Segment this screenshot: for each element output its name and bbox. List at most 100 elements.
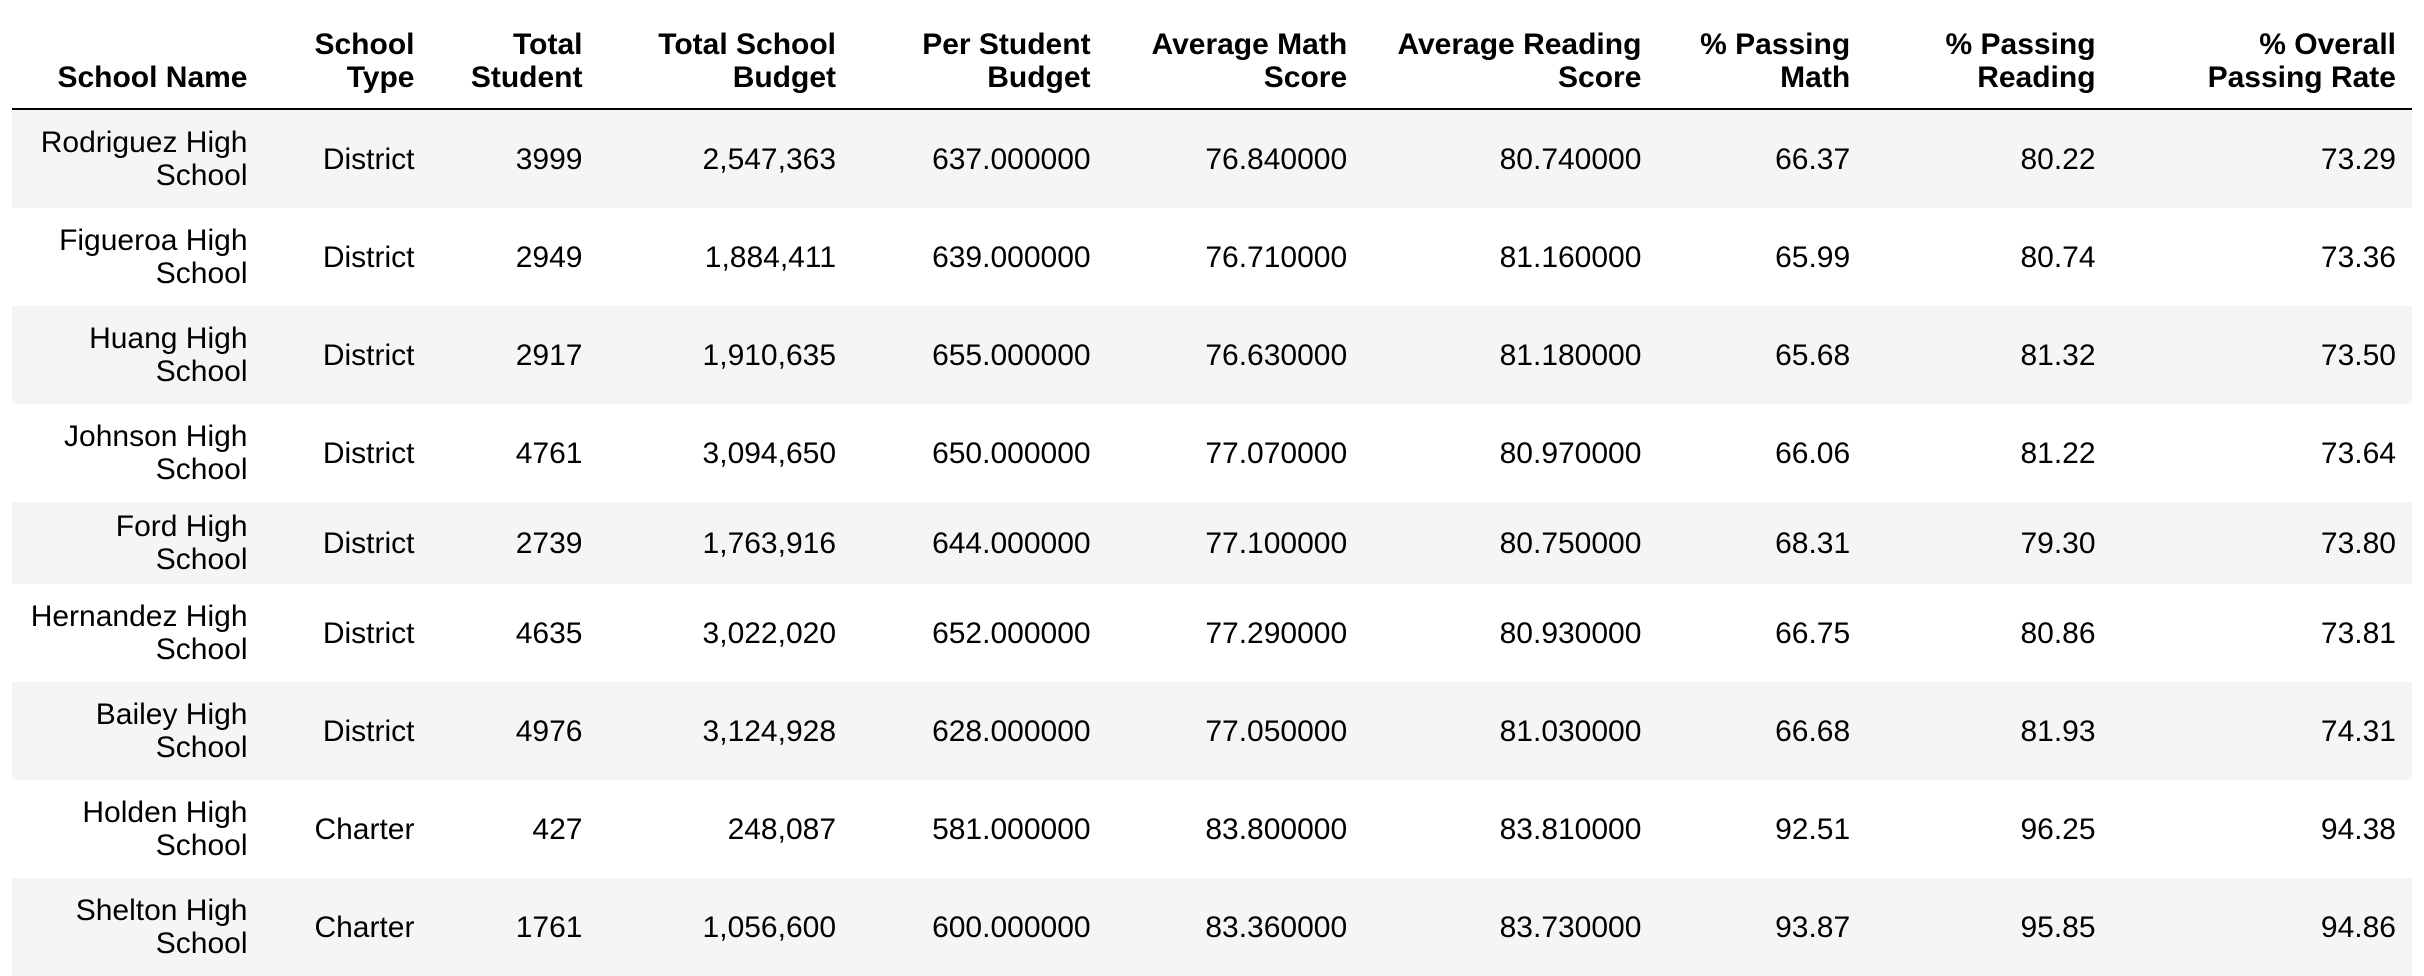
school-type-cell: District <box>263 109 431 208</box>
column-header-text: Budget <box>732 61 837 94</box>
per-student-budget-cell: 628.000000 <box>852 682 1107 780</box>
per-student-budget-cell: 637.000000 <box>852 109 1107 208</box>
avg-reading-cell: 81.030000 <box>1363 682 1658 780</box>
pct-math-cell: 65.68 <box>1657 306 1867 404</box>
avg-math-cell: 77.050000 <box>1106 682 1364 780</box>
column-header-text: Passing Rate <box>2207 61 2396 94</box>
table-row: Figueroa High School District 2949 1,884,411… <box>12 208 2412 306</box>
pct-reading-cell: 80.22 <box>1866 109 2112 208</box>
school-name-text: School <box>155 731 248 764</box>
school-name-text: Hernandez High <box>30 600 248 633</box>
school-name-cell: Johnson High School <box>12 404 264 502</box>
school-name-text: Shelton High <box>75 894 248 927</box>
total-budget-cell: 3,022,020 <box>598 584 853 682</box>
total-student-cell: 427 <box>430 780 599 878</box>
pct-reading-cell: 96.25 <box>1866 780 2112 878</box>
avg-math-cell: 77.070000 <box>1106 404 1364 502</box>
per-student-budget-cell: 650.000000 <box>852 404 1107 502</box>
table-row: Hernandez High School District 4635 3,022,02… <box>12 584 2412 682</box>
avg-math-cell: 83.360000 <box>1106 878 1364 976</box>
column-header-total-school-budget: Total School Budget <box>598 22 853 110</box>
table-header: School Name School Type Total Student Total S… <box>12 22 2412 110</box>
column-header-text: % Passing <box>1945 28 2096 61</box>
school-name-cell: Bailey High School <box>12 682 264 780</box>
pct-reading-cell: 81.22 <box>1866 404 2112 502</box>
per-student-budget-cell: 600.000000 <box>852 878 1107 976</box>
school-type-cell: District <box>263 584 431 682</box>
school-name-cell: Rodriguez High School <box>12 109 264 208</box>
total-budget-cell: 3,094,650 <box>598 404 853 502</box>
avg-reading-cell: 83.810000 <box>1363 780 1658 878</box>
school-name-text: Rodriguez High <box>40 126 248 159</box>
table-row: Shelton High School Charter 1761 1,056,600 60… <box>12 878 2412 976</box>
total-student-cell: 2739 <box>430 502 599 584</box>
school-name-text: School <box>155 257 248 290</box>
pct-math-cell: 66.06 <box>1657 404 1867 502</box>
total-student-cell: 2917 <box>430 306 599 404</box>
school-name-text: Figueroa High <box>59 224 248 257</box>
avg-math-cell: 77.290000 <box>1106 584 1364 682</box>
total-budget-cell: 248,087 <box>598 780 853 878</box>
pct-math-cell: 93.87 <box>1657 878 1867 976</box>
column-header-pct-overall-passing-rate: % Overall Passing Rate <box>2111 22 2412 110</box>
school-type-cell: District <box>263 404 431 502</box>
column-header-text: Per Student <box>922 28 1091 61</box>
per-student-budget-cell: 639.000000 <box>852 208 1107 306</box>
table-body: Rodriguez High School District 3999 2,547,36… <box>12 109 2412 976</box>
table-row: Ford High School District 2739 1,763,916 644… <box>12 502 2412 584</box>
school-name-text: School <box>155 829 248 862</box>
column-header-pct-passing-math: % Passing Math <box>1657 22 1867 110</box>
school-name-text: School <box>155 453 248 486</box>
school-type-cell: Charter <box>263 878 431 976</box>
school-name-cell: Holden High School <box>12 780 264 878</box>
table-row: Rodriguez High School District 3999 2,547,36… <box>12 109 2412 208</box>
total-budget-cell: 1,763,916 <box>598 502 853 584</box>
school-type-cell: District <box>263 682 431 780</box>
pct-overall-cell: 73.29 <box>2111 109 2412 208</box>
pct-overall-cell: 94.86 <box>2111 878 2412 976</box>
pct-overall-cell: 74.31 <box>2111 682 2412 780</box>
table-row: Holden High School Charter 427 248,087 581.00… <box>12 780 2412 878</box>
school-name-text: School <box>155 633 248 666</box>
total-budget-cell: 1,910,635 <box>598 306 853 404</box>
column-header-text: Reading <box>1977 61 2096 94</box>
total-budget-cell: 1,056,600 <box>598 878 853 976</box>
avg-reading-cell: 83.730000 <box>1363 878 1658 976</box>
school-name-text: School <box>155 159 248 192</box>
pct-overall-cell: 73.50 <box>2111 306 2412 404</box>
school-name-text: Holden High <box>82 796 248 829</box>
school-name-text: Huang High <box>89 322 248 355</box>
table-row: Johnson High School District 4761 3,094,650 6… <box>12 404 2412 502</box>
total-student-cell: 4635 <box>430 584 599 682</box>
per-student-budget-cell: 652.000000 <box>852 584 1107 682</box>
school-name-text: School <box>155 355 248 388</box>
column-header-per-student-budget: Per Student Budget <box>852 22 1107 110</box>
per-student-budget-cell: 655.000000 <box>852 306 1107 404</box>
pct-math-cell: 65.99 <box>1657 208 1867 306</box>
avg-reading-cell: 81.180000 <box>1363 306 1658 404</box>
avg-math-cell: 83.800000 <box>1106 780 1364 878</box>
school-name-cell: Ford High School <box>12 502 264 584</box>
column-header-text: Score <box>1558 61 1642 94</box>
column-header-text: Score <box>1263 61 1348 94</box>
dataframe-output: School Name School Type Total Student Total S… <box>12 22 2412 976</box>
avg-reading-cell: 80.970000 <box>1363 404 1658 502</box>
pct-reading-cell: 80.74 <box>1866 208 2112 306</box>
per-student-budget-cell: 644.000000 <box>852 502 1107 584</box>
total-budget-cell: 3,124,928 <box>598 682 853 780</box>
pct-math-cell: 68.31 <box>1657 502 1867 584</box>
pct-overall-cell: 73.81 <box>2111 584 2412 682</box>
avg-math-cell: 77.100000 <box>1106 502 1364 584</box>
school-summary-table: School Name School Type Total Student Total S… <box>12 22 2412 976</box>
column-header-pct-passing-reading: % Passing Reading <box>1866 22 2112 110</box>
table-row: Bailey High School District 4976 3,124,928 62… <box>12 682 2412 780</box>
column-header-text: Average Reading <box>1397 28 1642 61</box>
column-header-text: School Name <box>57 61 248 94</box>
column-header-text: Math <box>1780 61 1851 94</box>
pct-math-cell: 66.68 <box>1657 682 1867 780</box>
column-header-text: Student <box>470 61 583 94</box>
avg-reading-cell: 80.740000 <box>1363 109 1658 208</box>
school-type-cell: District <box>263 306 431 404</box>
table-row: Huang High School District 2917 1,910,635 655… <box>12 306 2412 404</box>
column-header-total-student: Total Student <box>430 22 599 110</box>
